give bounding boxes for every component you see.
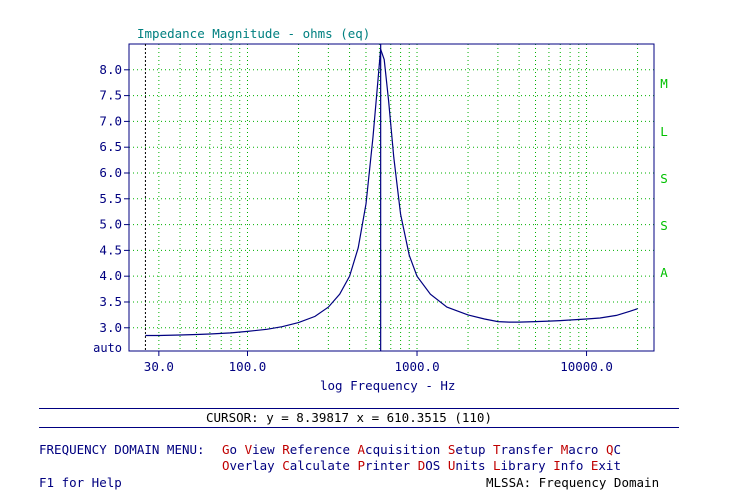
menu-item-label: nfo (560, 458, 584, 473)
menu-item-label: iew (252, 442, 275, 457)
menu-item-setup[interactable]: Setup (448, 442, 486, 457)
plot-frame (128, 43, 655, 352)
menu-hotkey: C (282, 458, 290, 473)
menu-item-label: cquisition (365, 442, 441, 457)
menu-item-units[interactable]: Units (448, 458, 486, 473)
menu-item-label: alculate (289, 458, 350, 473)
menu-hotkey: M (560, 442, 569, 457)
menu-hotkey: Q (605, 442, 614, 457)
badge-letter: S (660, 217, 668, 233)
cursor-readout: CURSOR: y = 8.39817 x = 610.3515 (110) (206, 410, 492, 425)
help-hint: F1 for Help (39, 475, 122, 490)
menu-hotkey: G (222, 442, 230, 457)
menu-item-label: acro (568, 442, 599, 457)
menu-item-label: OS (425, 458, 441, 473)
menu-item-overlay[interactable]: Overlay (222, 458, 275, 473)
menu-item-qc[interactable]: QC (606, 442, 621, 457)
divider-bottom (39, 427, 679, 428)
menu-item-calculate[interactable]: Calculate (282, 458, 350, 473)
divider-top (39, 408, 679, 409)
x-tick-label: 30.0 (144, 359, 174, 374)
menu-item-label: eference (289, 442, 350, 457)
x-tick-label: 1000.0 (394, 359, 439, 374)
menu-item-exit[interactable]: Exit (591, 458, 621, 473)
menu-row-2: Overlay Calculate Printer DOS Units Libr… (222, 458, 621, 473)
menu-item-macro[interactable]: Macro (561, 442, 599, 457)
menu-item-label: nits (455, 458, 486, 473)
y-tick-label: 7.0 (99, 113, 122, 128)
x-axis-title: log Frequency - Hz (320, 378, 456, 393)
menu-item-view[interactable]: View (245, 442, 275, 457)
menu-item-library[interactable]: Library (493, 458, 546, 473)
menu-hotkey: V (244, 442, 253, 457)
menu-item-reference[interactable]: Reference (282, 442, 350, 457)
menu-hotkey: L (493, 458, 501, 473)
menu-hotkey: I (553, 458, 561, 473)
y-tick-label: 6.0 (99, 165, 122, 180)
app-badge: M L S S A (658, 45, 670, 296)
y-tick-label: 8.0 (99, 62, 122, 77)
menu-item-acquisition[interactable]: Acquisition (358, 442, 441, 457)
menu-item-go[interactable]: Go (222, 442, 237, 457)
impedance-curve (145, 49, 638, 337)
menu-item-label: C (613, 442, 621, 457)
y-tick-label: 3.0 (99, 320, 122, 335)
y-tick-label: 5.5 (99, 191, 122, 206)
menu-row-1: Go View Reference Acquisition Setup Tran… (222, 442, 621, 457)
badge-letter: L (660, 123, 668, 139)
status-text: MLSSA: Frequency Domain (486, 475, 660, 490)
menu-item-label: o (229, 442, 238, 457)
menu-item-label: ransfer (500, 442, 554, 457)
menu-item-transfer[interactable]: Transfer (493, 442, 553, 457)
menu-hotkey: S (447, 442, 456, 457)
y-tick-label: 7.5 (99, 88, 122, 103)
menu-hotkey: A (357, 442, 366, 457)
menu-item-label: etup (455, 442, 486, 457)
chart-title: Impedance Magnitude - ohms (eq) (137, 26, 371, 41)
y-tick-label: 6.5 (99, 139, 122, 154)
menu-item-info[interactable]: Info (553, 458, 583, 473)
impedance-plot[interactable]: 8.0 7.5 7.0 6.5 6.0 5.5 5.0 4.5 4.0 3.5 3.0 auto 30.… (0, 0, 754, 400)
menu-item-printer[interactable]: Printer (358, 458, 411, 473)
x-tick-label: 100.0 (229, 359, 267, 374)
menu-hotkey: U (447, 458, 456, 473)
menu-item-label: rinter (365, 458, 411, 473)
menu-hotkey: T (493, 442, 501, 457)
y-axis-auto-label: auto (93, 341, 122, 355)
badge-letter: M (660, 76, 668, 92)
menu-hotkey: P (357, 458, 366, 473)
y-tick-label: 3.5 (99, 294, 122, 309)
y-tick-label: 4.5 (99, 242, 122, 257)
x-tick-label: 10000.0 (560, 359, 613, 374)
y-tick-label: 5.0 (99, 217, 122, 232)
menu-title: FREQUENCY DOMAIN MENU: (39, 442, 205, 457)
y-tick-label: 4.0 (99, 268, 122, 283)
menu-hotkey: D (417, 458, 426, 473)
badge-letter: S (660, 170, 668, 186)
menu-hotkey: E (590, 458, 599, 473)
menu-item-dos[interactable]: DOS (418, 458, 441, 473)
menu-item-label: ibrary (500, 458, 546, 473)
menu-hotkey: O (222, 458, 230, 473)
badge-letter: A (660, 264, 668, 280)
menu-item-label: verlay (229, 458, 275, 473)
menu-item-label: xit (598, 458, 621, 473)
menu-hotkey: R (282, 442, 290, 457)
